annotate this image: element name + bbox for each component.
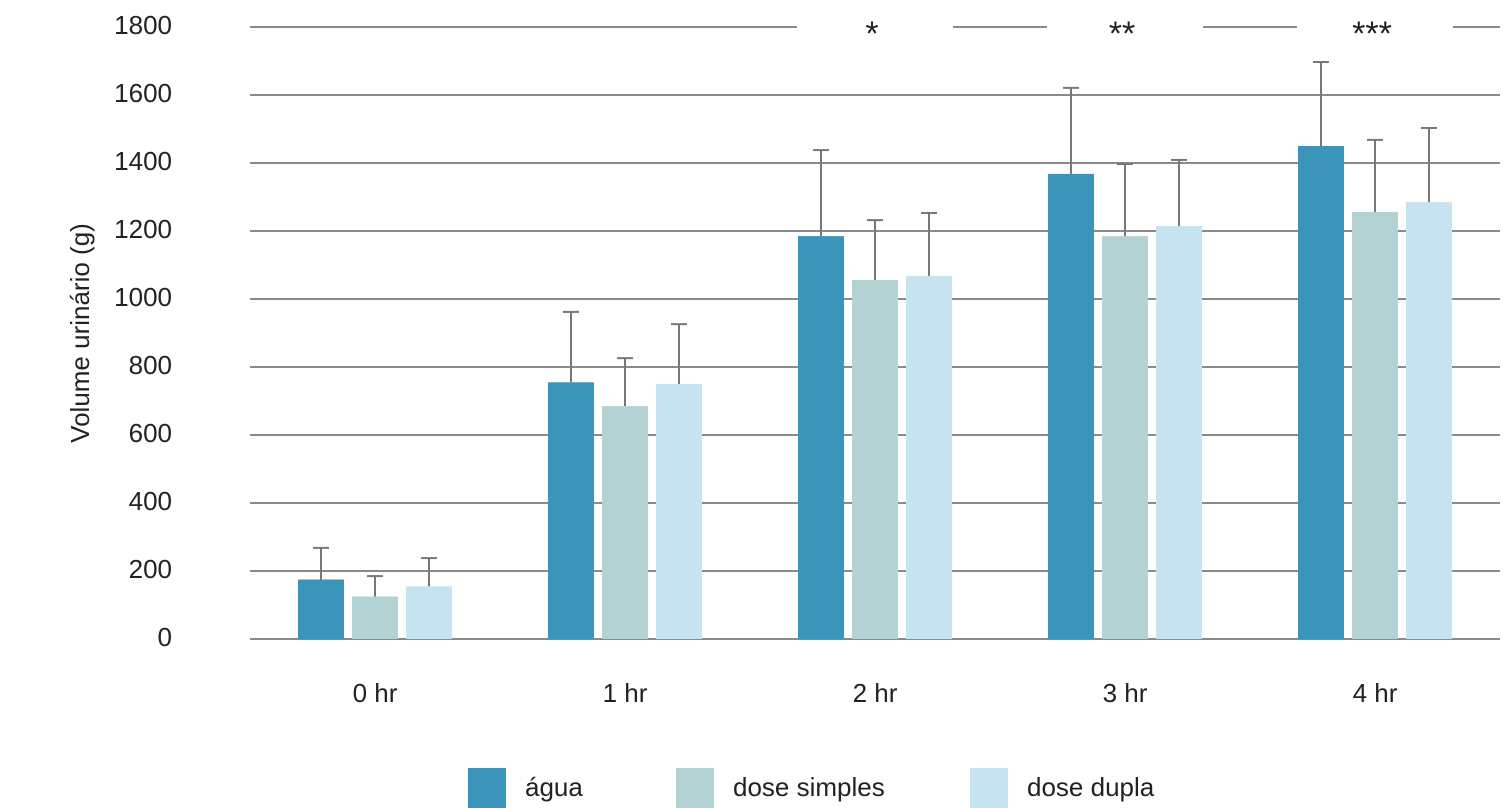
error-bar xyxy=(313,546,329,580)
annotation: *** xyxy=(1352,15,1392,53)
bar xyxy=(1048,173,1094,639)
bar xyxy=(798,236,844,639)
annotation: ** xyxy=(1109,15,1135,53)
error-bar xyxy=(1421,126,1437,203)
legend-label: água xyxy=(525,772,583,802)
error-bar xyxy=(367,575,383,597)
y-tick-label: 1800 xyxy=(114,10,172,40)
bar xyxy=(1406,202,1452,639)
y-axis-label: Volume urinário (g) xyxy=(65,223,95,443)
error-bar xyxy=(1063,86,1079,174)
y-tick-label: 200 xyxy=(129,554,172,584)
y-tick-label: 1400 xyxy=(114,146,172,176)
legend-swatch xyxy=(676,768,714,808)
error-bar xyxy=(671,323,687,384)
error-bar xyxy=(563,310,579,383)
bar xyxy=(1102,236,1148,639)
y-tick-label: 1600 xyxy=(114,78,172,108)
bar xyxy=(548,382,594,639)
error-bar xyxy=(617,357,633,407)
y-tick-label: 1200 xyxy=(114,214,172,244)
bar xyxy=(406,586,452,639)
bar xyxy=(656,384,702,639)
x-tick-label: 1 hr xyxy=(603,678,648,708)
y-tick-label: 0 xyxy=(158,622,172,652)
error-bar xyxy=(1117,163,1133,237)
legend-label: dose simples xyxy=(733,772,885,802)
annotation-bg xyxy=(1047,12,1203,42)
bar xyxy=(1352,211,1398,639)
annotation: * xyxy=(865,15,878,53)
bar xyxy=(906,275,952,639)
error-bar xyxy=(1171,158,1187,226)
legend-swatch xyxy=(970,768,1008,808)
legend-swatch xyxy=(468,768,506,808)
error-bar xyxy=(1313,61,1329,146)
annotation-bg xyxy=(797,12,953,42)
bar xyxy=(298,579,344,639)
annotation-bg xyxy=(1297,12,1453,42)
error-bar xyxy=(921,211,937,276)
bar xyxy=(1156,225,1202,639)
y-tick-label: 600 xyxy=(129,418,172,448)
bar xyxy=(1298,146,1344,639)
x-tick-label: 0 hr xyxy=(353,678,398,708)
error-bar xyxy=(813,149,829,237)
error-bar xyxy=(1367,138,1383,212)
y-tick-label: 1000 xyxy=(114,282,172,312)
x-tick-label: 2 hr xyxy=(853,678,898,708)
bar xyxy=(602,406,648,639)
error-bar xyxy=(867,219,883,280)
error-bar xyxy=(421,557,437,587)
legend-label: dose dupla xyxy=(1027,772,1155,802)
x-tick-label: 3 hr xyxy=(1103,678,1148,708)
x-tick-label: 4 hr xyxy=(1353,678,1398,708)
y-tick-label: 800 xyxy=(129,350,172,380)
bar xyxy=(352,596,398,639)
y-tick-label: 400 xyxy=(129,486,172,516)
bar xyxy=(852,279,898,639)
